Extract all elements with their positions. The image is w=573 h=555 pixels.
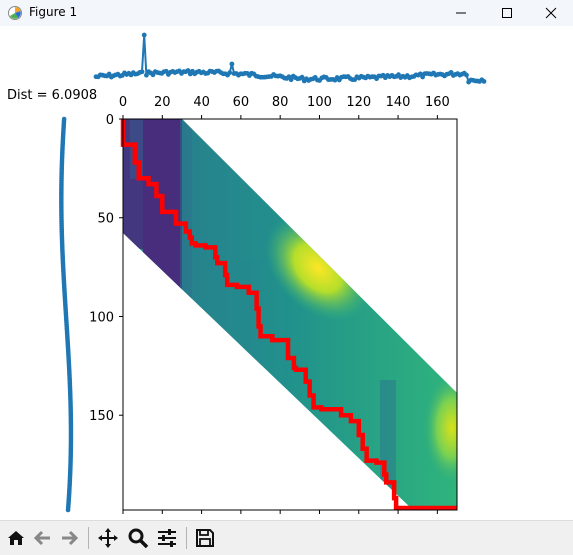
window-titlebar: Figure 1 <box>0 0 573 27</box>
back-button[interactable] <box>31 526 55 550</box>
forward-icon <box>62 530 79 546</box>
minimize-icon <box>456 12 466 14</box>
stripe-3 <box>380 380 396 510</box>
x-tick-label-160: 160 <box>425 95 450 110</box>
bright-spot-2 <box>422 370 457 486</box>
home-button[interactable] <box>4 526 28 550</box>
toolbar-separator <box>88 527 89 549</box>
y-tick-label-100: 100 <box>89 310 114 325</box>
left-series-point <box>65 507 71 513</box>
top-series-point <box>227 70 233 76</box>
figure-svg: Dist = 6.0908 <box>7 32 487 514</box>
x-tick-label-0: 0 <box>119 95 127 110</box>
distance-annotation: Dist = 6.0908 <box>7 88 97 103</box>
top-series-point <box>481 79 487 84</box>
warping-path <box>120 119 457 511</box>
maximize-button[interactable] <box>484 0 530 26</box>
back-icon <box>33 530 50 546</box>
top-series-point <box>464 72 469 78</box>
top-series-point <box>299 74 305 80</box>
top-series-plot <box>93 32 487 85</box>
x-tick-label-40: 40 <box>193 95 210 110</box>
forward-button[interactable] <box>57 526 81 550</box>
stripe-2 <box>240 260 262 420</box>
x-tick-label-80: 80 <box>272 95 289 110</box>
top-series-point <box>185 68 191 73</box>
x-tick-label-140: 140 <box>386 95 411 110</box>
x-axis-tick-labels: 0 20 40 60 80 100 120 140 160 <box>119 95 450 110</box>
navigation-toolbar <box>0 520 573 555</box>
configure-subplots-icon <box>158 529 176 547</box>
close-button[interactable] <box>528 0 573 26</box>
y-tick-label-50: 50 <box>97 212 114 227</box>
toolbar-separator <box>186 527 187 549</box>
left-series-markers <box>59 116 74 513</box>
home-icon <box>8 531 24 545</box>
y-axis-ticks <box>119 118 123 416</box>
pan-icon <box>98 528 118 548</box>
top-series-point <box>288 77 294 83</box>
pan-button[interactable] <box>96 526 120 550</box>
x-tick-label-60: 60 <box>233 95 250 110</box>
heatmap-axes-frame <box>122 118 458 511</box>
figure-canvas[interactable]: Dist = 6.0908 <box>0 26 573 520</box>
close-icon <box>545 7 557 19</box>
top-series-point <box>144 72 149 78</box>
window-title: Figure 1 <box>29 5 78 19</box>
y-axis-tick-labels: 0 50 100 150 <box>89 113 114 424</box>
matplotlib-figure-icon <box>8 6 22 20</box>
x-tick-label-100: 100 <box>307 95 332 110</box>
top-series-point <box>229 61 235 67</box>
top-series-markers <box>93 32 487 85</box>
x-tick-label-120: 120 <box>346 95 371 110</box>
save-button[interactable] <box>193 526 217 550</box>
x-axis-ticks <box>122 115 438 119</box>
zoom-button[interactable] <box>126 526 150 550</box>
y-tick-label-0: 0 <box>106 113 114 128</box>
cost-matrix-heatmap <box>120 119 457 511</box>
zoom-icon <box>128 528 149 549</box>
top-series-point <box>141 32 147 38</box>
x-tick-label-20: 20 <box>154 95 171 110</box>
maximize-icon <box>502 8 512 18</box>
y-tick-label-150: 150 <box>89 409 114 424</box>
save-icon <box>196 529 214 547</box>
minimize-button[interactable] <box>438 0 484 26</box>
x-axis-bottom-ticks <box>122 510 438 514</box>
top-series-point <box>139 69 145 75</box>
configure-subplots-button[interactable] <box>155 526 179 550</box>
left-series-plot <box>59 116 74 513</box>
